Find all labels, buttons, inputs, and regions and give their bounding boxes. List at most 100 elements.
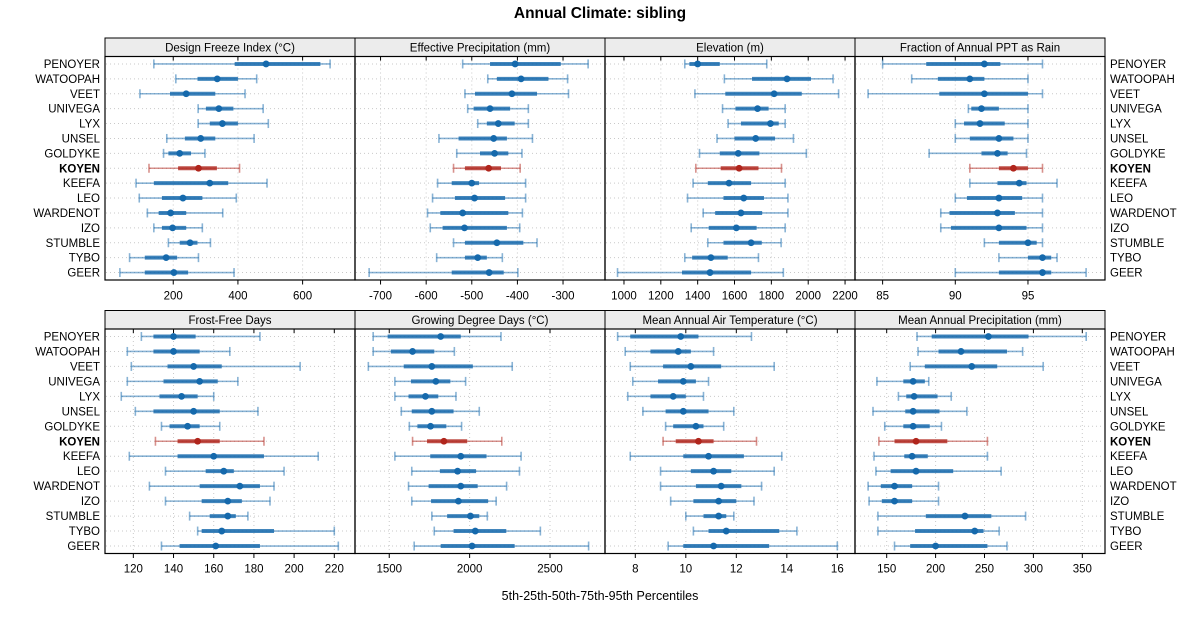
median-dot (722, 527, 730, 535)
interval-koyen (969, 163, 1044, 173)
interval-watoopah (486, 74, 569, 84)
interval-unsel (642, 406, 735, 416)
interval-koyen (148, 163, 241, 173)
median-dot (891, 497, 898, 505)
station-label-left: LEO (77, 193, 100, 205)
interval-leo (659, 466, 775, 476)
interval-geer (368, 268, 519, 278)
station-label-left: LYX (79, 119, 100, 131)
station-label-right: PENOYER (1110, 59, 1166, 71)
median-dot (740, 194, 748, 202)
interval-leo (410, 466, 521, 476)
x-tick-label: -400 (506, 291, 529, 303)
interval-tybo (998, 253, 1058, 263)
median-dot (995, 194, 1003, 202)
interval-izo (669, 496, 755, 506)
interval-keefa (135, 178, 268, 188)
interval-stumble (431, 511, 489, 521)
median-dot (457, 482, 465, 490)
panel-strip-title: Elevation (m) (696, 43, 764, 55)
interval-watoopah (372, 346, 456, 356)
station-label-right: LEO (1110, 193, 1133, 205)
interval-penoyer (140, 331, 261, 341)
interval-stumble (707, 238, 782, 248)
station-label-left: TYBO (69, 253, 100, 265)
median-dot (1015, 179, 1023, 187)
interval-goldyke (928, 148, 1028, 158)
interval-watoopah (126, 346, 231, 356)
median-dot (176, 149, 184, 157)
interval-univega (876, 376, 930, 386)
interval-keefa (128, 451, 320, 461)
interval-keefa (436, 178, 527, 188)
interval-wardenot (407, 481, 508, 491)
station-label-right: GOLDYKE (1110, 148, 1166, 160)
x-tick-label: 2000 (795, 291, 821, 303)
station-label-left: WATOOPAH (35, 74, 100, 86)
interval-lyx (476, 119, 530, 129)
interval-geer (119, 268, 235, 278)
median-dot (471, 194, 478, 202)
x-tick-label: 2500 (537, 564, 563, 576)
median-dot (770, 90, 778, 98)
interval-unsel (872, 406, 968, 416)
median-dot (767, 120, 774, 127)
median-dot (674, 348, 682, 355)
interval-geer (616, 268, 785, 278)
interval-izo (410, 496, 497, 506)
interval-stumble (452, 238, 538, 248)
station-label-right: LYX (1110, 119, 1131, 131)
station-label-right: TYBO (1110, 253, 1141, 265)
station-label-left: WARDENOT (33, 481, 100, 493)
panel-effective-precipitation-mm: -700 -600 -500 -400 -300 Effective Precipitat… (354, 37, 606, 303)
median-dot (179, 194, 187, 202)
interval-goldyke (664, 421, 725, 431)
median-dot (695, 437, 702, 445)
station-label-left: STUMBLE (46, 238, 101, 250)
interval-veet (867, 89, 1044, 99)
x-tick-label: 400 (228, 291, 247, 303)
x-tick-label: 1400 (685, 291, 711, 303)
median-dot (517, 75, 525, 83)
interval-lyx (626, 391, 705, 401)
station-label-left: PENOYER (44, 59, 100, 71)
interval-izo (690, 223, 786, 233)
station-label-right: GEER (1110, 268, 1143, 280)
median-dot (167, 209, 175, 217)
median-dot (262, 60, 270, 68)
median-dot (995, 135, 1003, 142)
median-dot (169, 224, 176, 232)
median-dot (737, 209, 745, 217)
station-label-right: KOYEN (1110, 436, 1151, 448)
median-dot (1039, 254, 1046, 262)
x-tick-label: 12 (730, 564, 743, 576)
interval-lyx (954, 119, 1029, 129)
interval-watoopah (624, 346, 715, 356)
median-dot (980, 60, 988, 68)
station-label-left: GEER (67, 541, 100, 553)
median-dot (735, 164, 743, 172)
station-label-left: LEO (77, 466, 100, 478)
median-dot (491, 149, 498, 157)
x-tick-label: 140 (164, 564, 183, 576)
x-tick-label: 1800 (759, 291, 785, 303)
station-label-right: WARDENOT (1110, 208, 1177, 220)
interval-wardenot (867, 481, 940, 491)
median-dot (694, 60, 702, 68)
interval-leo (164, 466, 285, 476)
interval-watoopah (175, 74, 258, 84)
interval-veet (629, 361, 775, 371)
median-dot (206, 179, 214, 187)
station-label-left: GEER (67, 268, 100, 280)
interval-tybo (433, 526, 542, 536)
median-dot (468, 179, 476, 187)
median-dot (170, 269, 178, 276)
interval-unsel (438, 133, 534, 143)
median-dot (467, 512, 474, 520)
median-dot (170, 348, 177, 355)
interval-koyen (452, 163, 521, 173)
x-tick-label: -700 (369, 291, 392, 303)
median-dot (457, 452, 465, 460)
interval-veet (694, 89, 840, 99)
panel-border (854, 55, 1106, 281)
